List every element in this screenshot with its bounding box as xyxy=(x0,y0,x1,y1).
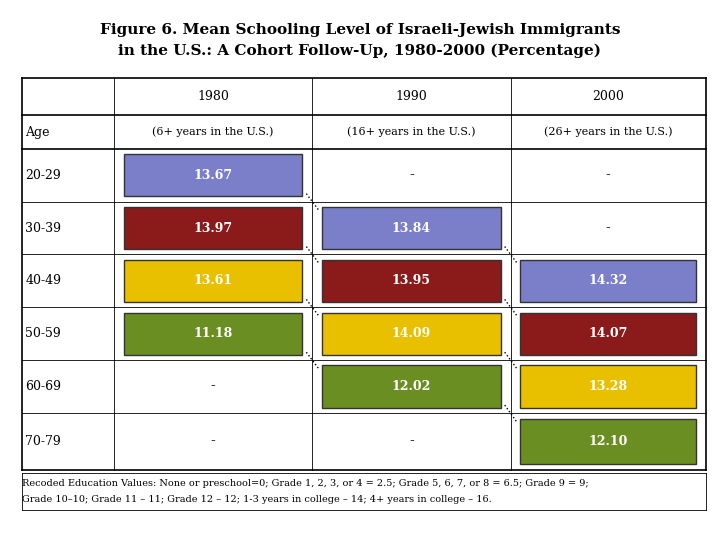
Text: 1980: 1980 xyxy=(197,90,229,103)
Text: 2000: 2000 xyxy=(592,90,624,103)
Bar xyxy=(124,260,302,302)
Text: 14.09: 14.09 xyxy=(392,327,431,340)
Text: 40-49: 40-49 xyxy=(25,274,61,287)
Text: -: - xyxy=(606,221,611,235)
Text: 13.67: 13.67 xyxy=(194,168,233,181)
Text: (16+ years in the U.S.): (16+ years in the U.S.) xyxy=(347,127,476,137)
Bar xyxy=(323,313,500,355)
Text: 13.97: 13.97 xyxy=(194,221,233,234)
Text: -: - xyxy=(211,380,215,394)
Text: Figure 6. Mean Schooling Level of Israeli-Jewish Immigrants: Figure 6. Mean Schooling Level of Israel… xyxy=(100,23,620,37)
Text: 12.10: 12.10 xyxy=(588,435,628,448)
Text: 1990: 1990 xyxy=(395,90,428,103)
Text: 20-29: 20-29 xyxy=(25,168,61,181)
Bar xyxy=(124,207,302,249)
Bar xyxy=(323,366,500,408)
Bar xyxy=(521,366,696,408)
Text: 12.02: 12.02 xyxy=(392,380,431,393)
Text: Recoded Education Values: None or preschool=0; Grade 1, 2, 3, or 4 = 2.5; Grade : Recoded Education Values: None or presch… xyxy=(22,479,588,488)
Text: 14.32: 14.32 xyxy=(588,274,628,287)
Bar xyxy=(323,207,500,249)
Text: -: - xyxy=(211,434,215,448)
Text: -: - xyxy=(606,168,611,182)
Text: 11.18: 11.18 xyxy=(194,327,233,340)
Bar xyxy=(323,260,500,302)
Text: 13.28: 13.28 xyxy=(588,380,628,393)
Text: Grade 10–10; Grade 11 – 11; Grade 12 – 12; 1-3 years in college – 14; 4+ years i: Grade 10–10; Grade 11 – 11; Grade 12 – 1… xyxy=(22,495,491,504)
Text: 13.95: 13.95 xyxy=(392,274,431,287)
Bar xyxy=(521,418,696,464)
Text: 14.07: 14.07 xyxy=(588,327,628,340)
Text: (6+ years in the U.S.): (6+ years in the U.S.) xyxy=(153,127,274,137)
Text: 30-39: 30-39 xyxy=(25,221,61,234)
Text: -: - xyxy=(409,168,414,182)
Text: in the U.S.: A Cohort Follow-Up, 1980-2000 (Percentage): in the U.S.: A Cohort Follow-Up, 1980-20… xyxy=(119,44,601,58)
Text: (26+ years in the U.S.): (26+ years in the U.S.) xyxy=(544,127,672,137)
Bar xyxy=(124,154,302,197)
Bar xyxy=(521,313,696,355)
Text: 60-69: 60-69 xyxy=(25,380,61,393)
Text: Age: Age xyxy=(25,126,50,139)
Text: 13.61: 13.61 xyxy=(194,274,233,287)
Bar xyxy=(124,313,302,355)
Text: -: - xyxy=(409,434,414,448)
Text: 70-79: 70-79 xyxy=(25,435,61,448)
Text: 50-59: 50-59 xyxy=(25,327,61,340)
Text: 13.84: 13.84 xyxy=(392,221,431,234)
Bar xyxy=(521,260,696,302)
